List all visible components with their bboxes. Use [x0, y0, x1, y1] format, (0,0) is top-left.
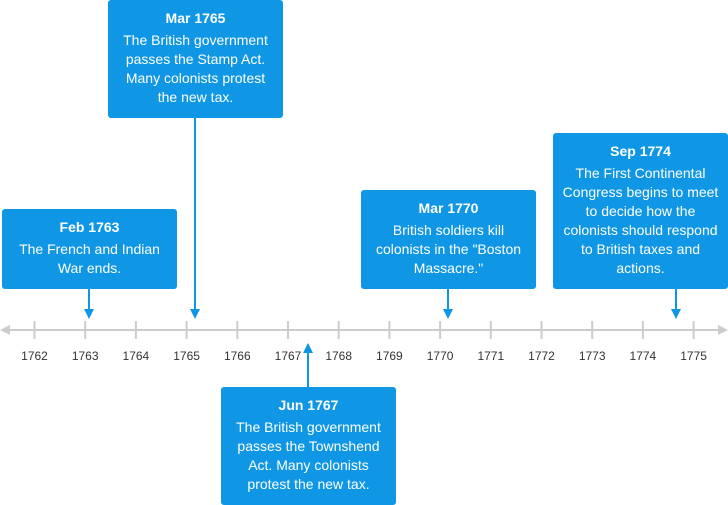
arrow-down-icon	[671, 309, 681, 319]
axis-left-arrow	[0, 325, 10, 335]
event-description: The First Continental Congress begins to…	[562, 165, 719, 276]
arrow-up-icon	[303, 343, 313, 353]
arrow-down-icon	[84, 309, 94, 319]
axis-tick-label: 1773	[578, 349, 606, 363]
event-card-continental-congress: Sep 1774 The First Continental Congress …	[553, 133, 728, 289]
event-date: Feb 1763	[59, 219, 120, 235]
axis-tick-label: 1770	[426, 349, 454, 363]
axis-tick-label: 1763	[71, 349, 99, 363]
event-description: The French and Indian War ends.	[19, 241, 160, 276]
event-description: The British government passes the Townsh…	[236, 419, 381, 492]
connector-french-indian-war	[88, 288, 90, 310]
arrow-down-icon	[190, 309, 200, 319]
event-card-stamp-act: Mar 1765 The British government passes t…	[108, 0, 283, 118]
connector-boston-massacre	[447, 288, 449, 310]
axis-tick-label: 1765	[173, 349, 200, 363]
event-card-townshend-act: Jun 1767 The British government passes t…	[221, 387, 396, 505]
axis-tick-label: 1775	[680, 349, 707, 363]
axis-tick-label: 1772	[528, 349, 555, 363]
event-date: Sep 1774	[610, 143, 671, 159]
event-card-boston-massacre: Mar 1770 British soldiers kill colonists…	[361, 190, 536, 289]
axis-tick-label: 1764	[122, 349, 150, 363]
event-card-french-indian-war: Feb 1763 The French and Indian War ends.	[2, 209, 177, 289]
event-description: British soldiers kill colonists in the "…	[375, 222, 522, 276]
axis-tick-label: 1768	[325, 349, 353, 363]
axis-tick-label: 1771	[477, 349, 505, 363]
event-date: Mar 1765	[165, 10, 226, 26]
axis-tick-label: 1769	[376, 349, 403, 363]
arrow-down-icon	[443, 309, 453, 319]
event-date: Jun 1767	[278, 397, 339, 413]
connector-continental-congress	[675, 288, 677, 310]
connector-townshend-act	[307, 352, 309, 388]
axis-tick-label: 1774	[629, 349, 657, 363]
connector-stamp-act	[194, 117, 196, 310]
event-description: The British government passes the Stamp …	[123, 32, 268, 105]
axis-tick-label: 1766	[223, 349, 251, 363]
axis-tick-label: 1762	[21, 349, 48, 363]
event-date: Mar 1770	[418, 200, 479, 216]
axis-tick-label: 1767	[274, 349, 302, 363]
axis-right-arrow	[718, 325, 728, 335]
